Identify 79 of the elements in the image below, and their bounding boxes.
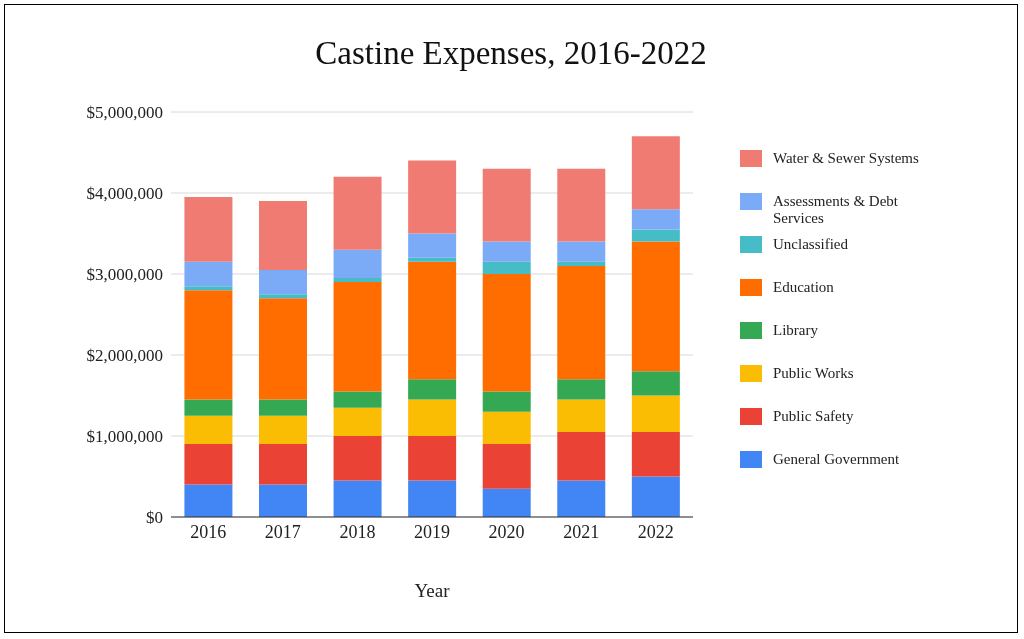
bar xyxy=(258,484,307,517)
legend-label: Assessments & Debt Services xyxy=(773,193,899,227)
y-tick-label: $0 xyxy=(146,508,163,528)
bar xyxy=(408,233,457,258)
bar xyxy=(184,197,233,262)
bar xyxy=(408,261,457,380)
legend-label: General Government xyxy=(773,451,901,468)
x-tick-label: 2019 xyxy=(414,521,450,542)
x-tick-label: 2020 xyxy=(488,521,525,542)
bar xyxy=(333,436,382,481)
bar xyxy=(631,209,680,230)
bar xyxy=(482,391,531,412)
bar xyxy=(408,160,457,234)
bar xyxy=(557,265,606,380)
bar xyxy=(482,444,531,489)
bar xyxy=(184,286,233,291)
bar xyxy=(557,480,606,517)
bar xyxy=(333,278,382,283)
legend-label: Water & Sewer Systems xyxy=(773,150,920,167)
bar xyxy=(557,261,606,266)
y-tick-label: $4,000,000 xyxy=(86,184,163,204)
bar xyxy=(258,444,307,485)
bar xyxy=(408,480,457,517)
bar xyxy=(631,229,680,242)
x-tick-label: 2021 xyxy=(563,521,600,542)
bar xyxy=(631,371,680,396)
legend-label: Public Works xyxy=(773,365,855,382)
legend-label: Unclassified xyxy=(773,236,849,253)
bar xyxy=(333,407,382,436)
bar xyxy=(557,168,606,242)
bar xyxy=(184,484,233,517)
bar xyxy=(184,261,233,287)
bar xyxy=(333,480,382,517)
bar xyxy=(482,261,531,274)
bar xyxy=(333,391,382,408)
bar xyxy=(333,249,382,279)
x-tick-label: 2017 xyxy=(264,521,301,542)
bar xyxy=(408,436,457,481)
y-tick-label: $5,000,000 xyxy=(86,103,163,123)
bar xyxy=(408,399,457,436)
bar xyxy=(408,379,457,400)
bar xyxy=(258,415,307,445)
bar xyxy=(258,294,307,299)
x-axis-title: Year xyxy=(414,580,451,601)
bar xyxy=(482,274,531,392)
bar xyxy=(333,176,382,250)
bar xyxy=(631,431,680,477)
legend-label: Library xyxy=(773,322,819,339)
bar xyxy=(184,399,233,416)
legend-label: Education xyxy=(773,279,835,296)
bar xyxy=(258,269,307,295)
bar xyxy=(258,298,307,400)
bar xyxy=(184,444,233,485)
x-tick-label: 2016 xyxy=(190,521,227,542)
bar xyxy=(557,379,606,400)
bar xyxy=(482,168,531,242)
bar xyxy=(631,136,680,210)
bar xyxy=(557,431,606,481)
bar xyxy=(631,241,680,372)
bar xyxy=(184,290,233,400)
legend-label: Public Safety xyxy=(773,408,855,425)
bar xyxy=(631,476,680,517)
bar xyxy=(258,201,307,270)
bar xyxy=(557,241,606,262)
bar xyxy=(482,241,531,262)
chart-title: Castine Expenses, 2016-2022 xyxy=(314,35,708,72)
bar xyxy=(631,395,680,432)
bar xyxy=(482,488,531,517)
bar xyxy=(408,257,457,262)
x-tick-label: 2022 xyxy=(637,521,674,542)
x-tick-label: 2018 xyxy=(339,521,376,542)
bar xyxy=(184,415,233,445)
y-tick-label: $3,000,000 xyxy=(86,265,163,285)
bar xyxy=(333,282,382,392)
bar xyxy=(258,399,307,416)
bar xyxy=(482,411,531,445)
y-tick-label: $1,000,000 xyxy=(86,427,163,447)
y-tick-label: $2,000,000 xyxy=(86,346,163,366)
bar xyxy=(557,399,606,432)
